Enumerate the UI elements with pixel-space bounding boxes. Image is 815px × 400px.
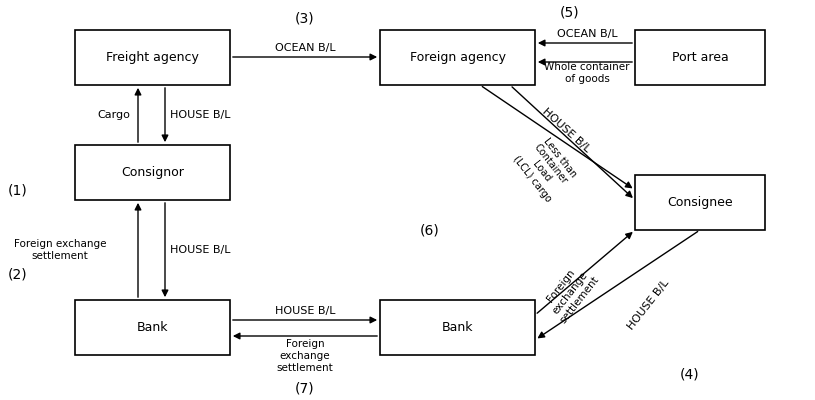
Text: Freight agency: Freight agency <box>106 51 199 64</box>
Text: Cargo: Cargo <box>98 110 130 120</box>
Text: OCEAN B/L: OCEAN B/L <box>275 43 335 53</box>
Text: (7): (7) <box>295 381 315 395</box>
FancyBboxPatch shape <box>380 30 535 85</box>
Text: HOUSE B/L: HOUSE B/L <box>625 278 671 332</box>
Text: (4): (4) <box>681 368 700 382</box>
FancyBboxPatch shape <box>75 145 230 200</box>
Text: Consignor: Consignor <box>121 166 184 179</box>
Text: (3): (3) <box>295 11 315 25</box>
Text: Foreign exchange
settlement: Foreign exchange settlement <box>14 239 106 261</box>
Text: (2): (2) <box>8 268 28 282</box>
Text: Consignee: Consignee <box>667 196 733 209</box>
Text: Foreign agency: Foreign agency <box>409 51 505 64</box>
Text: HOUSE B/L: HOUSE B/L <box>170 110 231 120</box>
Text: Port area: Port area <box>672 51 729 64</box>
Text: Less than
Container
Load
(LCL) cargo: Less than Container Load (LCL) cargo <box>511 132 581 204</box>
FancyBboxPatch shape <box>75 30 230 85</box>
FancyBboxPatch shape <box>635 175 765 230</box>
Text: (1): (1) <box>8 183 28 197</box>
Text: Whole container
of goods: Whole container of goods <box>544 62 630 84</box>
Text: HOUSE B/L: HOUSE B/L <box>170 245 231 255</box>
Text: Bank: Bank <box>442 321 474 334</box>
Text: (6): (6) <box>420 223 440 237</box>
Text: Foreign
exchange
settlement: Foreign exchange settlement <box>276 339 333 373</box>
Text: Foreign
exchange
settlement: Foreign exchange settlement <box>540 260 601 326</box>
FancyBboxPatch shape <box>635 30 765 85</box>
FancyBboxPatch shape <box>380 300 535 355</box>
Text: OCEAN B/L: OCEAN B/L <box>557 29 617 39</box>
FancyBboxPatch shape <box>75 300 230 355</box>
Text: (5): (5) <box>560 5 579 19</box>
Text: Bank: Bank <box>137 321 168 334</box>
Text: HOUSE B/L: HOUSE B/L <box>540 106 592 154</box>
Text: HOUSE B/L: HOUSE B/L <box>275 306 335 316</box>
